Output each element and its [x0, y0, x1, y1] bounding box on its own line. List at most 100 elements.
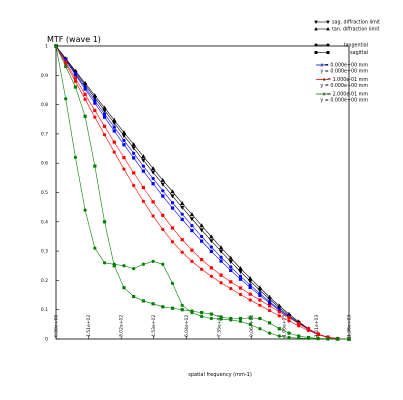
y-tick-label-10: 1 [45, 44, 48, 50]
point-6-1 [64, 97, 68, 101]
x-tick-label-5: 7.55e+02 [216, 315, 222, 337]
y-tick-label-0: 0 [45, 337, 48, 343]
point-3-22 [268, 301, 272, 305]
point-7-10 [151, 302, 155, 306]
y-tick-label-6: 0.6 [41, 161, 48, 167]
chart-title: MTF (wave 1) [47, 35, 101, 44]
series-5 [54, 44, 351, 341]
x-tick-label-9: 1.36e+03 [347, 315, 353, 337]
point-4-9 [141, 199, 145, 203]
legend-limit-marker-b-0 [326, 20, 330, 24]
point-0-15 [199, 223, 204, 228]
point-7-16 [209, 312, 213, 316]
point-5-15 [200, 257, 204, 262]
legend-style-marker-a-0 [314, 43, 318, 47]
point-6-11 [161, 262, 165, 266]
point-7-24 [287, 331, 291, 335]
x-tick-label-2: 3.02e+02 [119, 315, 125, 337]
point-5-21 [258, 298, 262, 302]
point-5-11 [161, 213, 165, 217]
x-axis-label: spatial frequency (mm-1) [188, 372, 252, 378]
point-3-5 [102, 115, 107, 119]
point-6-12 [170, 281, 175, 285]
point-7-5 [102, 220, 107, 224]
point-6-4 [93, 246, 97, 250]
series-line-0 [55, 45, 350, 340]
point-5-22 [268, 304, 272, 308]
x-tick-label-7: 1.06e+03 [282, 315, 288, 337]
point-4-4 [93, 115, 97, 119]
point-3-8 [132, 156, 136, 160]
point-6-2 [73, 155, 78, 159]
point-2-5 [102, 112, 107, 116]
point-3-7 [122, 143, 126, 147]
point-3-14 [190, 228, 194, 233]
point-6-10 [151, 259, 155, 263]
point-5-8 [132, 171, 136, 175]
point-7-18 [229, 316, 233, 321]
point-2-12 [170, 201, 175, 205]
point-4-3 [83, 97, 87, 101]
point-3-1 [64, 58, 68, 62]
point-0-14 [189, 212, 195, 217]
point-7-2 [73, 85, 78, 89]
point-7-15 [200, 311, 204, 315]
point-1-10 [150, 170, 156, 175]
point-4-21 [258, 303, 262, 307]
point-2-7 [122, 138, 126, 142]
point-6-8 [132, 267, 136, 271]
point-0-6 [112, 117, 117, 122]
point-4-10 [151, 214, 155, 218]
point-5-26 [306, 327, 311, 331]
point-7-13 [180, 308, 184, 312]
point-5-14 [190, 248, 194, 252]
series-4 [54, 44, 351, 341]
point-3-2 [73, 73, 78, 77]
point-5-7 [122, 156, 126, 160]
point-2-15 [200, 234, 204, 239]
point-2-17 [219, 255, 223, 259]
x-tick-label-4: 6.04e+02 [184, 315, 190, 337]
point-0-18 [228, 255, 233, 260]
point-5-19 [238, 286, 243, 290]
series-line-1 [55, 45, 350, 340]
point-1-7 [121, 134, 127, 138]
series-layer [53, 43, 352, 342]
legend-limit-label-1: tan. diffraction limit [332, 27, 380, 33]
y-tick-label-7: 0.7 [41, 131, 48, 137]
y-tick-label-4: 0.4 [41, 219, 48, 225]
point-3-17 [219, 259, 223, 263]
point-0-9 [141, 154, 146, 159]
legend-field-label-1-a: x = 1.000e-01 mm [323, 77, 369, 83]
point-0-13 [180, 201, 185, 205]
point-2-19 [238, 274, 243, 278]
series-line-3 [55, 45, 350, 340]
legend-field-label-0-b: y = 0.000e+00 mm [320, 69, 368, 75]
point-5-13 [180, 238, 184, 242]
point-0-12 [170, 189, 175, 194]
x-tick-label-8: 1.21e+03 [314, 315, 320, 337]
point-7-23 [277, 327, 281, 331]
point-4-24 [287, 319, 291, 323]
point-3-10 [151, 182, 155, 186]
point-7-28 [326, 337, 330, 341]
point-6-19 [238, 319, 243, 324]
point-3-16 [209, 249, 213, 253]
point-2-8 [132, 151, 136, 155]
point-5-2 [73, 76, 78, 80]
legend-field-label-2-a: x = 2.000e-01 mm [323, 92, 369, 98]
legend-field-label-1-b: y = 0.000e+00 mm [320, 83, 368, 89]
legend-style-marker-b-0 [326, 43, 330, 47]
x-tick-label-3: 4.53e+02 [151, 315, 157, 337]
point-2-10 [151, 176, 155, 181]
point-5-24 [287, 316, 291, 320]
legend-style-marker-a-1 [314, 51, 318, 54]
point-1-22 [267, 297, 272, 302]
legend-limit-marker-b-1 [326, 27, 330, 31]
point-6-13 [180, 303, 184, 307]
point-6-3 [83, 208, 87, 212]
point-5-17 [219, 273, 223, 277]
point-4-2 [73, 79, 78, 84]
point-2-9 [141, 164, 145, 168]
series-line-2 [55, 45, 350, 340]
